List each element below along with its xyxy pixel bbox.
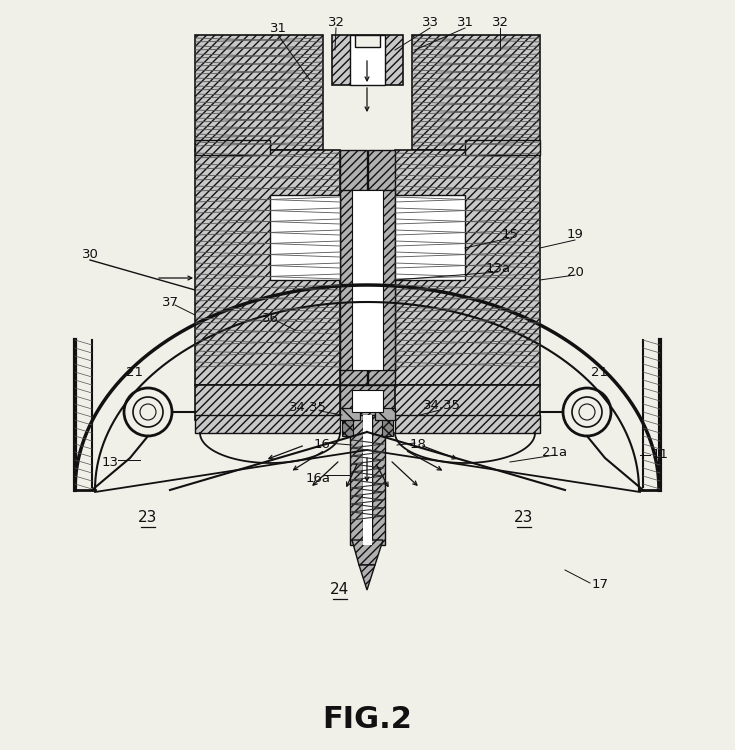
Text: 37: 37 [162,296,179,310]
Polygon shape [375,408,395,420]
Polygon shape [465,140,540,155]
Text: 17: 17 [592,578,609,592]
Polygon shape [340,385,395,420]
Text: 13a: 13a [485,262,511,274]
Polygon shape [359,565,375,590]
Polygon shape [352,390,383,412]
Text: 36: 36 [262,311,279,325]
Text: 32: 32 [492,16,509,28]
Text: 34,35: 34,35 [289,401,327,415]
Text: 23: 23 [138,511,158,526]
Text: 13: 13 [101,455,118,469]
Polygon shape [363,415,372,545]
Text: 16a: 16a [306,472,331,484]
Text: 20: 20 [567,266,584,278]
Text: 21a: 21a [542,446,567,458]
Text: 23: 23 [514,511,534,526]
Polygon shape [195,385,340,420]
Polygon shape [350,415,363,545]
Polygon shape [352,540,383,565]
Polygon shape [368,150,395,385]
Text: 24: 24 [330,583,350,598]
Polygon shape [332,35,403,85]
Polygon shape [395,385,540,420]
Polygon shape [395,150,540,385]
Polygon shape [195,35,323,150]
Polygon shape [350,35,385,85]
Text: 30: 30 [82,248,98,262]
Text: 32: 32 [328,16,345,28]
Polygon shape [270,195,340,280]
Polygon shape [195,415,340,433]
Text: 19: 19 [567,229,584,242]
Polygon shape [340,408,360,420]
Polygon shape [395,415,540,433]
Text: 31: 31 [270,22,287,34]
Polygon shape [340,385,395,415]
Polygon shape [295,242,440,267]
Polygon shape [382,418,393,436]
Polygon shape [195,150,340,385]
Text: 33: 33 [421,16,439,28]
Polygon shape [372,415,385,545]
Polygon shape [195,140,270,155]
Text: 21: 21 [592,365,609,379]
Text: 31: 31 [456,16,473,28]
Text: 16: 16 [314,439,331,452]
Polygon shape [352,190,383,370]
Text: 11: 11 [651,448,669,461]
Text: FIG.2: FIG.2 [322,706,412,734]
Text: 15: 15 [501,229,518,242]
Polygon shape [342,418,353,436]
Polygon shape [355,35,380,47]
Polygon shape [395,195,465,280]
Text: 21: 21 [126,365,143,379]
Polygon shape [340,190,395,370]
Polygon shape [412,35,540,150]
Text: 34,35: 34,35 [423,400,461,412]
Text: 18: 18 [409,439,426,452]
Polygon shape [340,150,367,385]
